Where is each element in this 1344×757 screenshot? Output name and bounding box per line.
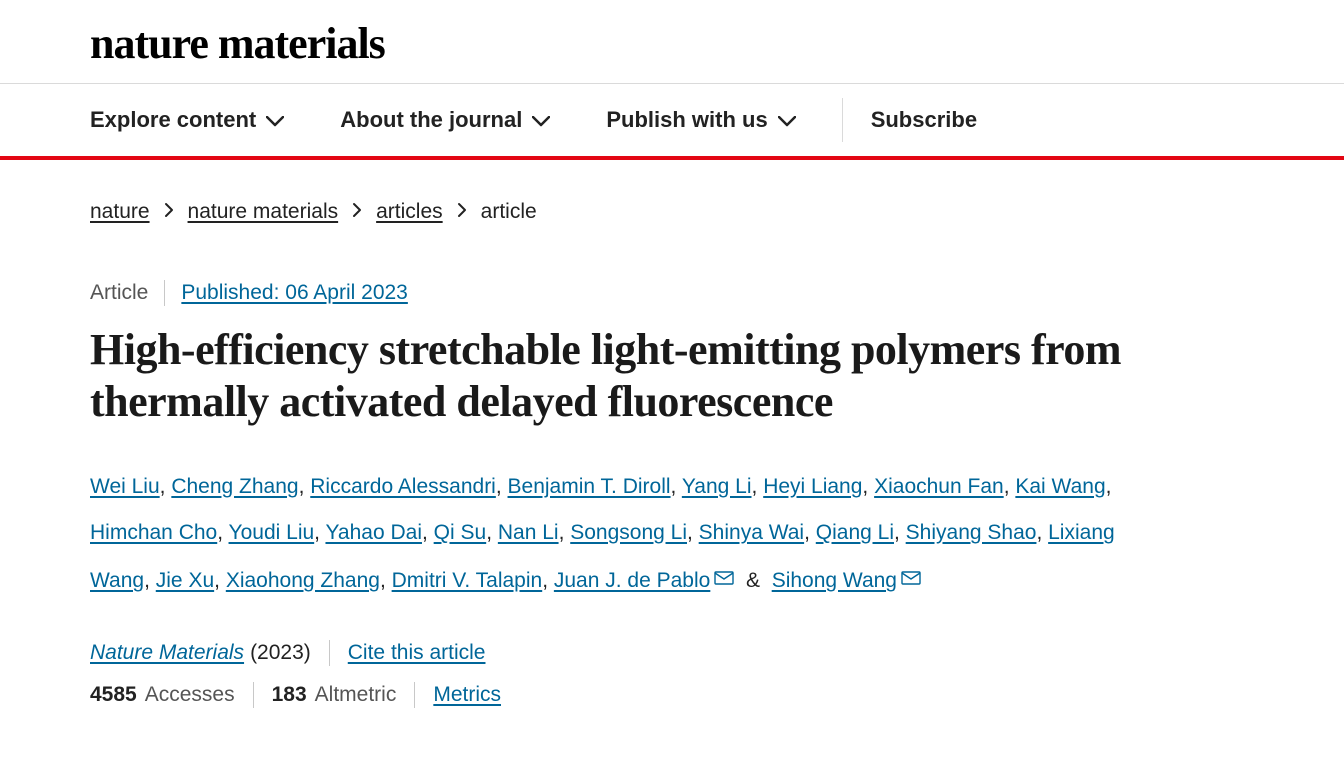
author-link[interactable]: Songsong Li — [570, 521, 687, 544]
journal-citation-row: Nature Materials (2023) Cite this articl… — [90, 640, 1170, 666]
chevron-right-icon — [164, 200, 174, 224]
nav-divider — [842, 98, 843, 142]
author-link[interactable]: Kai Wang — [1015, 475, 1105, 498]
meta-divider — [164, 280, 165, 306]
mail-icon[interactable] — [901, 556, 921, 602]
author-link[interactable]: Dmitri V. Talapin — [392, 569, 543, 592]
author-link[interactable]: Qiang Li — [816, 521, 894, 544]
author-link[interactable]: Nan Li — [498, 521, 559, 544]
published-date-link[interactable]: Published: 06 April 2023 — [181, 281, 408, 305]
meta-divider — [414, 682, 415, 708]
author-link[interactable]: Xiaohong Zhang — [226, 569, 380, 592]
article-type: Article — [90, 281, 148, 305]
author-link[interactable]: Jie Xu — [156, 569, 214, 592]
nav-publish-with-us[interactable]: Publish with us — [606, 107, 795, 133]
chevron-down-icon — [532, 107, 550, 133]
meta-divider — [253, 682, 254, 708]
author-link[interactable]: Heyi Liang — [763, 475, 862, 498]
journal-name-link[interactable]: Nature Materials — [90, 641, 244, 665]
accesses-label: Accesses — [145, 683, 235, 707]
nav-label: Explore content — [90, 107, 256, 133]
accesses-count: 4585 — [90, 683, 137, 707]
metrics-link[interactable]: Metrics — [433, 683, 501, 707]
header: nature materials — [0, 0, 1344, 83]
mail-icon[interactable] — [714, 556, 734, 602]
nav-label: About the journal — [340, 107, 522, 133]
brand-logo[interactable]: nature materials — [90, 18, 1344, 69]
author-link[interactable]: Sihong Wang — [772, 569, 897, 592]
author-link[interactable]: Yang Li — [682, 475, 752, 498]
nav-explore-content[interactable]: Explore content — [90, 107, 284, 133]
main-nav: Explore content About the journal Publis… — [0, 84, 1344, 156]
author-link[interactable]: Cheng Zhang — [171, 475, 298, 498]
breadcrumb-link-articles[interactable]: articles — [376, 200, 443, 224]
altmetric-label: Altmetric — [315, 683, 397, 707]
nav-label: Publish with us — [606, 107, 767, 133]
nav-label: Subscribe — [871, 107, 977, 133]
author-link[interactable]: Qi Su — [434, 521, 487, 544]
article-content: nature nature materials articles article… — [0, 160, 1260, 708]
author-link[interactable]: Himchan Cho — [90, 521, 217, 544]
author-link[interactable]: Juan J. de Pablo — [554, 569, 710, 592]
journal-year: (2023) — [250, 641, 311, 665]
nav-about-journal[interactable]: About the journal — [340, 107, 550, 133]
altmetric-count: 183 — [272, 683, 307, 707]
chevron-down-icon — [266, 107, 284, 133]
author-link[interactable]: Xiaochun Fan — [874, 475, 1004, 498]
article-meta: Article Published: 06 April 2023 — [90, 280, 1170, 306]
nav-subscribe[interactable]: Subscribe — [871, 107, 977, 133]
breadcrumb-link-nature-materials[interactable]: nature materials — [188, 200, 339, 224]
author-list: Wei Liu, Cheng Zhang, Riccardo Alessandr… — [90, 464, 1170, 605]
author-link[interactable]: Riccardo Alessandri — [310, 475, 496, 498]
author-link[interactable]: Yahao Dai — [325, 521, 422, 544]
meta-divider — [329, 640, 330, 666]
author-link[interactable]: Youdi Liu — [229, 521, 315, 544]
author-link[interactable]: Benjamin T. Diroll — [508, 475, 671, 498]
chevron-right-icon — [352, 200, 362, 224]
chevron-right-icon — [457, 200, 467, 224]
nav-bar: Explore content About the journal Publis… — [0, 83, 1344, 160]
author-link[interactable]: Wei Liu — [90, 475, 160, 498]
cite-article-link[interactable]: Cite this article — [348, 641, 486, 665]
author-link[interactable]: Shiyang Shao — [906, 521, 1037, 544]
breadcrumb: nature nature materials articles article — [90, 200, 1170, 224]
chevron-down-icon — [778, 107, 796, 133]
breadcrumb-current: article — [481, 200, 537, 224]
breadcrumb-link-nature[interactable]: nature — [90, 200, 150, 224]
author-link[interactable]: Shinya Wai — [699, 521, 804, 544]
article-title: High-efficiency stretchable light-emitti… — [90, 324, 1170, 428]
metrics-row: 4585 Accesses 183 Altmetric Metrics — [90, 682, 1170, 708]
